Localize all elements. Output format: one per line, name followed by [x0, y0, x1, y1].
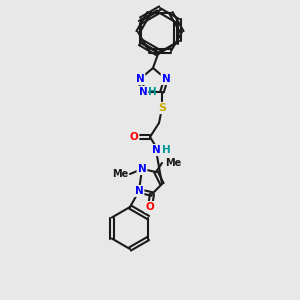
Text: N: N — [152, 145, 160, 155]
Text: N: N — [135, 186, 143, 196]
Text: S: S — [158, 103, 166, 113]
Text: N: N — [162, 74, 170, 84]
Text: Me: Me — [112, 169, 128, 179]
Text: Me: Me — [165, 158, 181, 168]
Text: H: H — [162, 145, 170, 155]
Text: O: O — [146, 202, 154, 212]
Text: O: O — [130, 132, 138, 142]
Text: N: N — [138, 164, 146, 174]
Text: N: N — [139, 87, 147, 97]
Text: H: H — [148, 87, 156, 97]
Text: N: N — [136, 74, 144, 84]
